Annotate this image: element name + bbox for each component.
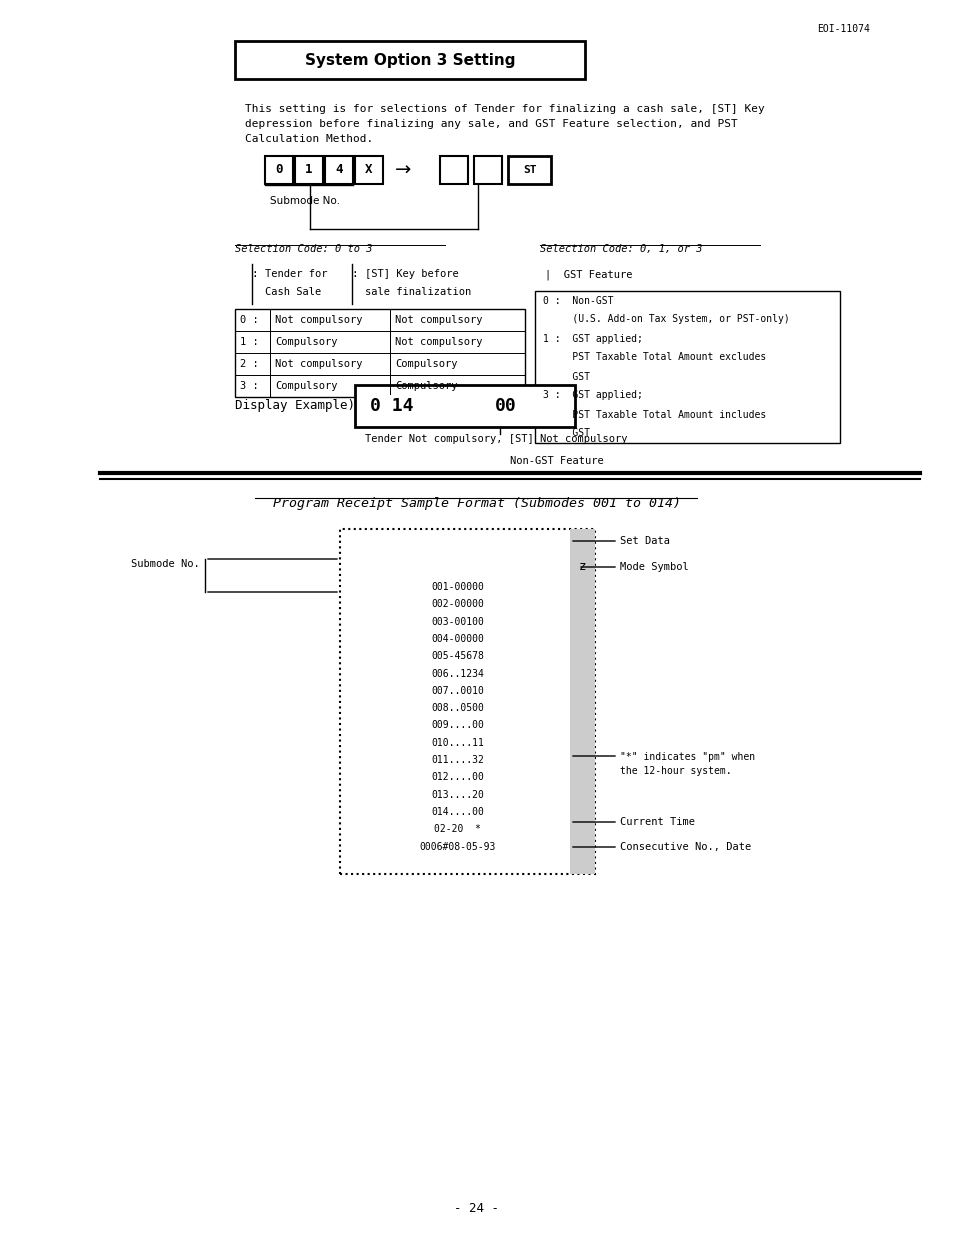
Text: PST Taxable Total Amount excludes: PST Taxable Total Amount excludes bbox=[542, 353, 765, 363]
Text: 007..0010: 007..0010 bbox=[431, 686, 483, 696]
Text: Not compulsory: Not compulsory bbox=[274, 315, 362, 325]
Bar bbox=[535, 291, 840, 444]
Text: 1 :  GST applied;: 1 : GST applied; bbox=[542, 333, 642, 343]
Bar bbox=[234, 309, 524, 396]
Text: Compulsory: Compulsory bbox=[274, 382, 337, 392]
Bar bbox=[439, 156, 468, 185]
Text: 010....11: 010....11 bbox=[431, 737, 483, 748]
Text: GST: GST bbox=[542, 372, 589, 382]
Bar bbox=[234, 41, 584, 79]
Text: Submode No.: Submode No. bbox=[132, 559, 200, 569]
Text: PST Taxable Total Amount includes: PST Taxable Total Amount includes bbox=[542, 410, 765, 420]
Text: 0 :: 0 : bbox=[240, 315, 258, 325]
Text: Selection Code: 0, 1, or 3: Selection Code: 0, 1, or 3 bbox=[539, 244, 701, 254]
Text: 0 :  Non-GST: 0 : Non-GST bbox=[542, 295, 613, 306]
Text: z: z bbox=[578, 560, 586, 574]
Bar bbox=[355, 385, 575, 427]
Text: (U.S. Add-on Tax System, or PST-only): (U.S. Add-on Tax System, or PST-only) bbox=[542, 315, 789, 325]
Text: Consecutive No., Date: Consecutive No., Date bbox=[619, 843, 750, 852]
Text: 4: 4 bbox=[335, 164, 342, 176]
Text: sale finalization: sale finalization bbox=[365, 287, 471, 297]
Text: Compulsory: Compulsory bbox=[274, 337, 337, 347]
Text: 011....32: 011....32 bbox=[431, 755, 483, 766]
Text: System Option 3 Setting: System Option 3 Setting bbox=[304, 52, 515, 67]
Text: 1: 1 bbox=[305, 164, 313, 176]
Text: Not compulsory: Not compulsory bbox=[274, 359, 362, 369]
Text: 0006#08-05-93: 0006#08-05-93 bbox=[419, 841, 496, 851]
Bar bbox=[325, 156, 353, 185]
Text: 006..1234: 006..1234 bbox=[431, 669, 483, 679]
Text: Non-GST Feature: Non-GST Feature bbox=[510, 456, 603, 466]
Text: 3 :  GST applied;: 3 : GST applied; bbox=[542, 390, 642, 400]
Text: "*" indicates "pm" when
the 12-hour system.: "*" indicates "pm" when the 12-hour syst… bbox=[619, 752, 755, 776]
Text: 1 :: 1 : bbox=[240, 337, 258, 347]
Text: GST: GST bbox=[542, 429, 589, 439]
Bar bbox=[507, 156, 551, 185]
Text: 0 14: 0 14 bbox=[370, 396, 413, 415]
Text: [ST] Key before: [ST] Key before bbox=[365, 269, 458, 279]
Text: ST: ST bbox=[522, 165, 536, 175]
Bar bbox=[355, 156, 382, 185]
Text: Not compulsory: Not compulsory bbox=[395, 337, 482, 347]
Text: 003-00100: 003-00100 bbox=[431, 617, 483, 627]
Text: 3 :: 3 : bbox=[240, 382, 258, 392]
Bar bbox=[265, 156, 293, 185]
Text: 004-00000: 004-00000 bbox=[431, 634, 483, 644]
Text: Not compulsory: Not compulsory bbox=[395, 315, 482, 325]
Text: 012....00: 012....00 bbox=[431, 772, 483, 783]
Text: 001-00000: 001-00000 bbox=[431, 582, 483, 592]
Text: Selection Code: 0 to 3: Selection Code: 0 to 3 bbox=[234, 244, 372, 254]
Text: →: → bbox=[395, 161, 411, 180]
Text: 02-20  *: 02-20 * bbox=[434, 824, 480, 834]
Bar bbox=[339, 529, 595, 873]
Text: Cash Sale: Cash Sale bbox=[265, 287, 321, 297]
Text: - 24 -: - 24 - bbox=[454, 1203, 499, 1215]
Text: Compulsory: Compulsory bbox=[395, 359, 457, 369]
Text: Compulsory: Compulsory bbox=[395, 382, 457, 392]
Text: X: X bbox=[365, 164, 373, 176]
Text: 008..0500: 008..0500 bbox=[431, 704, 483, 714]
Text: |  GST Feature: | GST Feature bbox=[544, 269, 632, 280]
Text: 2 :: 2 : bbox=[240, 359, 258, 369]
Text: 009....00: 009....00 bbox=[431, 721, 483, 731]
Text: Display Example): Display Example) bbox=[234, 399, 355, 413]
Text: This setting is for selections of Tender for finalizing a cash sale, [ST] Key
de: This setting is for selections of Tender… bbox=[245, 104, 764, 144]
Text: EOI-11074: EOI-11074 bbox=[817, 24, 869, 33]
Text: :: : bbox=[352, 269, 358, 279]
Text: 00: 00 bbox=[495, 396, 517, 415]
Text: Program Receipt Sample Format (Submodes 001 to 014): Program Receipt Sample Format (Submodes … bbox=[273, 497, 680, 510]
Text: Mode Symbol: Mode Symbol bbox=[619, 563, 688, 572]
Bar bbox=[294, 156, 323, 185]
Text: :: : bbox=[252, 269, 258, 279]
Bar bbox=[569, 529, 595, 873]
Text: Tender for: Tender for bbox=[265, 269, 327, 279]
Text: 0: 0 bbox=[275, 164, 282, 176]
Text: Submode No.: Submode No. bbox=[270, 196, 339, 206]
Text: 002-00000: 002-00000 bbox=[431, 600, 483, 610]
Text: 013....20: 013....20 bbox=[431, 789, 483, 799]
Bar bbox=[474, 156, 501, 185]
Text: 014....00: 014....00 bbox=[431, 807, 483, 817]
Text: Current Time: Current Time bbox=[619, 817, 695, 826]
Text: Set Data: Set Data bbox=[619, 536, 669, 546]
Text: 005-45678: 005-45678 bbox=[431, 652, 483, 662]
Text: Tender Not compulsory, [ST] Not compulsory: Tender Not compulsory, [ST] Not compulso… bbox=[365, 434, 627, 444]
